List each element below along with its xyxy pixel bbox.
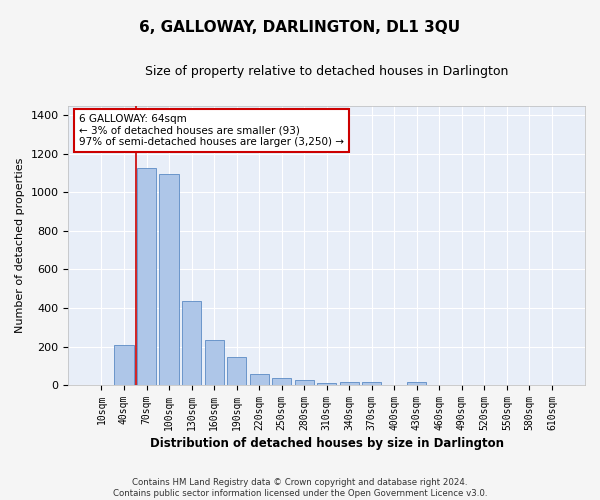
Text: 6 GALLOWAY: 64sqm
← 3% of detached houses are smaller (93)
97% of semi-detached : 6 GALLOWAY: 64sqm ← 3% of detached house… [79,114,344,147]
Bar [205,340,224,385]
Bar [362,382,382,385]
Bar [340,382,359,385]
X-axis label: Distribution of detached houses by size in Darlington: Distribution of detached houses by size … [150,437,504,450]
Y-axis label: Number of detached properties: Number of detached properties [15,158,25,333]
Bar [160,174,179,385]
Bar [115,344,134,385]
Bar [295,380,314,385]
Title: Size of property relative to detached houses in Darlington: Size of property relative to detached ho… [145,65,508,78]
Text: 6, GALLOWAY, DARLINGTON, DL1 3QU: 6, GALLOWAY, DARLINGTON, DL1 3QU [139,20,461,35]
Text: Contains HM Land Registry data © Crown copyright and database right 2024.
Contai: Contains HM Land Registry data © Crown c… [113,478,487,498]
Bar [227,356,246,385]
Bar [407,382,427,385]
Bar [182,301,201,385]
Bar [250,374,269,385]
Bar [272,378,291,385]
Bar [317,383,336,385]
Bar [137,168,156,385]
